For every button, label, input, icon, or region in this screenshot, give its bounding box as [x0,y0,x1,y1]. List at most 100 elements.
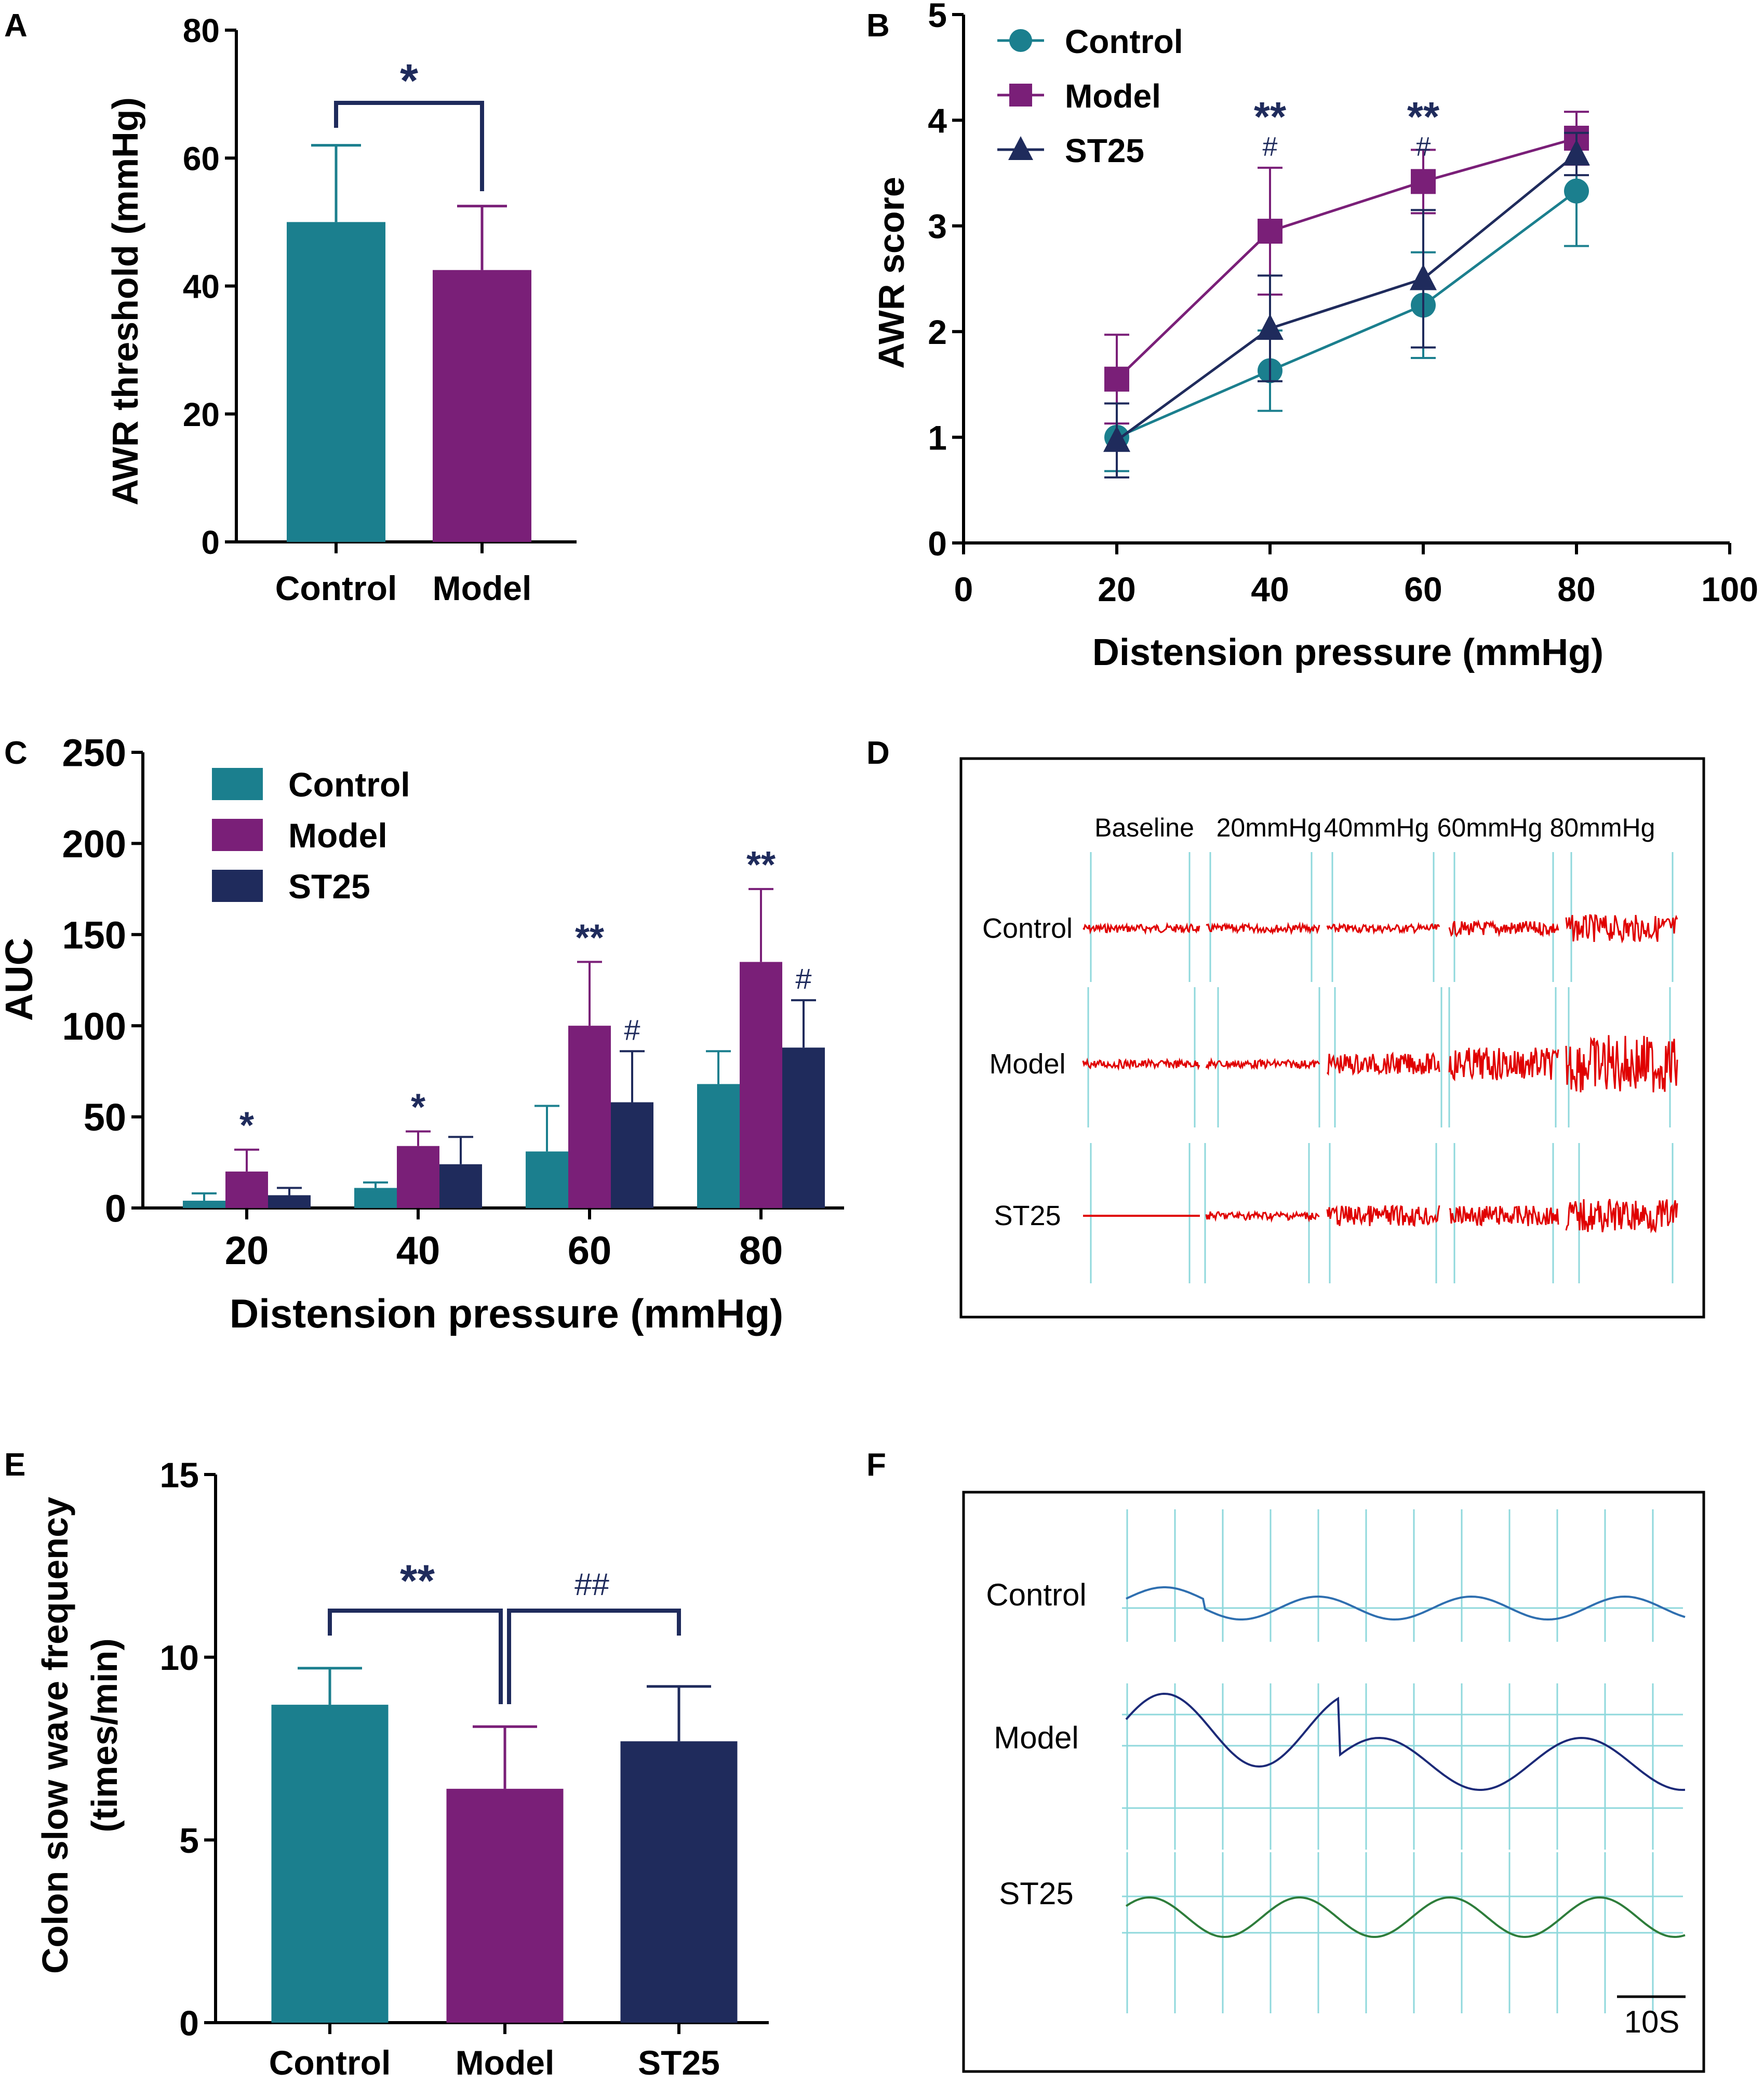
panel-c-bar-control-40 [354,1188,397,1208]
panel-c-sig-label: * [411,1087,425,1128]
panel-c-y-tick-label: 50 [84,1096,126,1139]
panel-f-row-label-st25: ST25 [999,1876,1073,1911]
panel-c-ylabel: AUC [0,938,41,1021]
panel-a-x-tick-label: Control [275,569,397,607]
panel-b-xlabel: Distension pressure (mmHg) [1092,632,1603,673]
panel-d-trace-control-1 [1206,921,1320,935]
panel-f-frame [962,1491,1705,2073]
panel-f-row-label-model: Model [994,1720,1078,1755]
panel-b-legend-model-label: Model [1065,77,1161,115]
panel-a-y-tick-label: 20 [183,396,220,433]
panel-b-legend-model-marker [1009,84,1032,107]
panel-d-trace-control-0 [1083,922,1200,935]
panel-b-st25-point [1410,264,1437,290]
panel-b-x-tick-label: 100 [1701,570,1758,608]
panel-a-plot: 0 20 40 60 80 Control Model * [183,12,577,607]
panel-e-plot: 0 5 10 15 Control Model ST25 ** ## [159,1455,769,2082]
panel-d-trace-model-0 [1082,1057,1200,1071]
panel-e-ylabel: Colon slow wave frequency [35,1497,75,1974]
panel-f-row-label-control: Control [986,1577,1086,1612]
panel-c-x-tick-label: 60 [568,1229,612,1273]
panel-c-bar-model-40 [397,1146,439,1208]
panel-e-y-tick-label: 15 [159,1455,199,1495]
panel-c-bar-model-20 [225,1171,268,1208]
panel-d-trace-model-4 [1565,1035,1678,1093]
panel-b-legend-st25-marker [1008,136,1033,160]
panel-c-x-tick-label: 80 [739,1229,783,1273]
panel-b-model-point [1104,366,1129,392]
panel-b-y-tick-label: 5 [928,0,947,34]
panel-d-row-label-control: Control [982,913,1073,944]
panel-c-sig-label: # [795,962,811,995]
panel-b-sig-top: ** [1407,94,1440,140]
panel-f: F Control Model ST25 10S [866,1447,1705,2073]
panel-a-ylabel: AWR threshold (mmHg) [105,97,145,506]
panel-c-bar-st25-80 [782,1047,825,1208]
panel-a-x-tick-label: Model [433,569,532,607]
panel-d-trace-model-3 [1448,1047,1559,1082]
panel-c-legend-control-label: Control [288,765,410,804]
panel-a-y-tick-label: 0 [201,524,220,561]
panel-d-letter: D [866,735,890,771]
panel-a-bar-control [287,222,385,542]
panel-a-letter: A [4,8,28,44]
panel-f-scale-label: 10S [1624,2004,1680,2039]
panel-b-y-tick-label: 1 [928,418,947,457]
panel-b-legend-st25-label: ST25 [1065,132,1144,169]
panel-d-col-label: 60mmHg [1437,813,1543,842]
panel-d-trace-control-2 [1326,922,1440,935]
panel-c-sig-label: ** [746,844,776,886]
panel-c-y-tick-label: 100 [62,1005,126,1048]
panel-a-sig-bracket [334,101,484,191]
panel-c-sig-label: ** [575,917,604,959]
panel-c-legend-control-swatch [212,768,263,800]
panel-c-x-tick-label: 20 [225,1229,269,1273]
panel-a-sig-label: * [400,55,418,107]
panel-a-y-tick-label: 40 [183,268,220,306]
panel-d-col-label: 20mmHg [1217,813,1322,842]
panel-d-row-label-model: Model [989,1048,1065,1080]
panel-e-x-tick-label: ST25 [638,2043,720,2082]
panel-d-trace-model-2 [1326,1052,1440,1076]
panel-d-trace-control-4 [1565,914,1678,944]
panel-b-y-tick-label: 3 [928,207,947,246]
panel-f-trace-st25 [1125,1896,1686,1938]
panel-b-st25-point [1257,314,1284,340]
panel-b-x-tick-label: 40 [1251,570,1289,608]
panel-b-y-tick-label: 0 [928,524,947,563]
panel-d-trace-st25-1 [1205,1210,1320,1223]
panel-f-trace-model [1125,1692,1686,1791]
panel-d-traces: Baseline 20mmHg 40mmHg 60mmHg 80mmHg Control M… [982,813,1678,1283]
panel-e-sig-label-1: ** [400,1556,435,1606]
panel-b-sig-bottom: # [1416,132,1431,162]
panel-b-x-tick-label: 0 [954,570,973,608]
panel-c-legend-model-swatch [212,819,263,851]
panel-e-bar-model [446,1788,564,2023]
panel-e-bar-st25 [620,1741,738,2023]
panel-c-bar-st25-60 [611,1102,653,1208]
panel-c-y-tick-label: 200 [62,822,126,866]
panel-b-model-point [1411,169,1436,194]
panel-c-x-tick-label: 40 [396,1229,440,1273]
panel-c-y-tick-label: 0 [105,1187,126,1230]
panel-b-letter: B [866,8,890,44]
panel-b-control-line [1116,190,1578,439]
panel-d-col-label: Baseline [1094,813,1194,842]
panel-b-legend-control-label: Control [1065,23,1183,60]
panel-b-sig-bottom: # [1263,132,1278,162]
panel-a-y-tick-label: 80 [183,12,220,49]
panel-c-bar-control-80 [697,1084,740,1208]
panel-d-row-label-st25: ST25 [994,1200,1061,1231]
panel-c-bar-st25-20 [268,1195,311,1208]
panel-b: B AWR score Distension pressure (mmHg) 0… [866,0,1758,673]
panel-d-frame [959,757,1705,1319]
panel-a-y-tick-label: 60 [183,140,220,177]
panel-e-sig-bracket-2 [507,1609,681,1704]
panel-f-traces: Control Model ST25 10S [986,1509,1686,2039]
panel-b-x-tick-label: 20 [1098,570,1135,608]
panel-e-y-tick-label: 0 [179,2003,199,2043]
panel-b-ylabel: AWR score [871,177,912,369]
